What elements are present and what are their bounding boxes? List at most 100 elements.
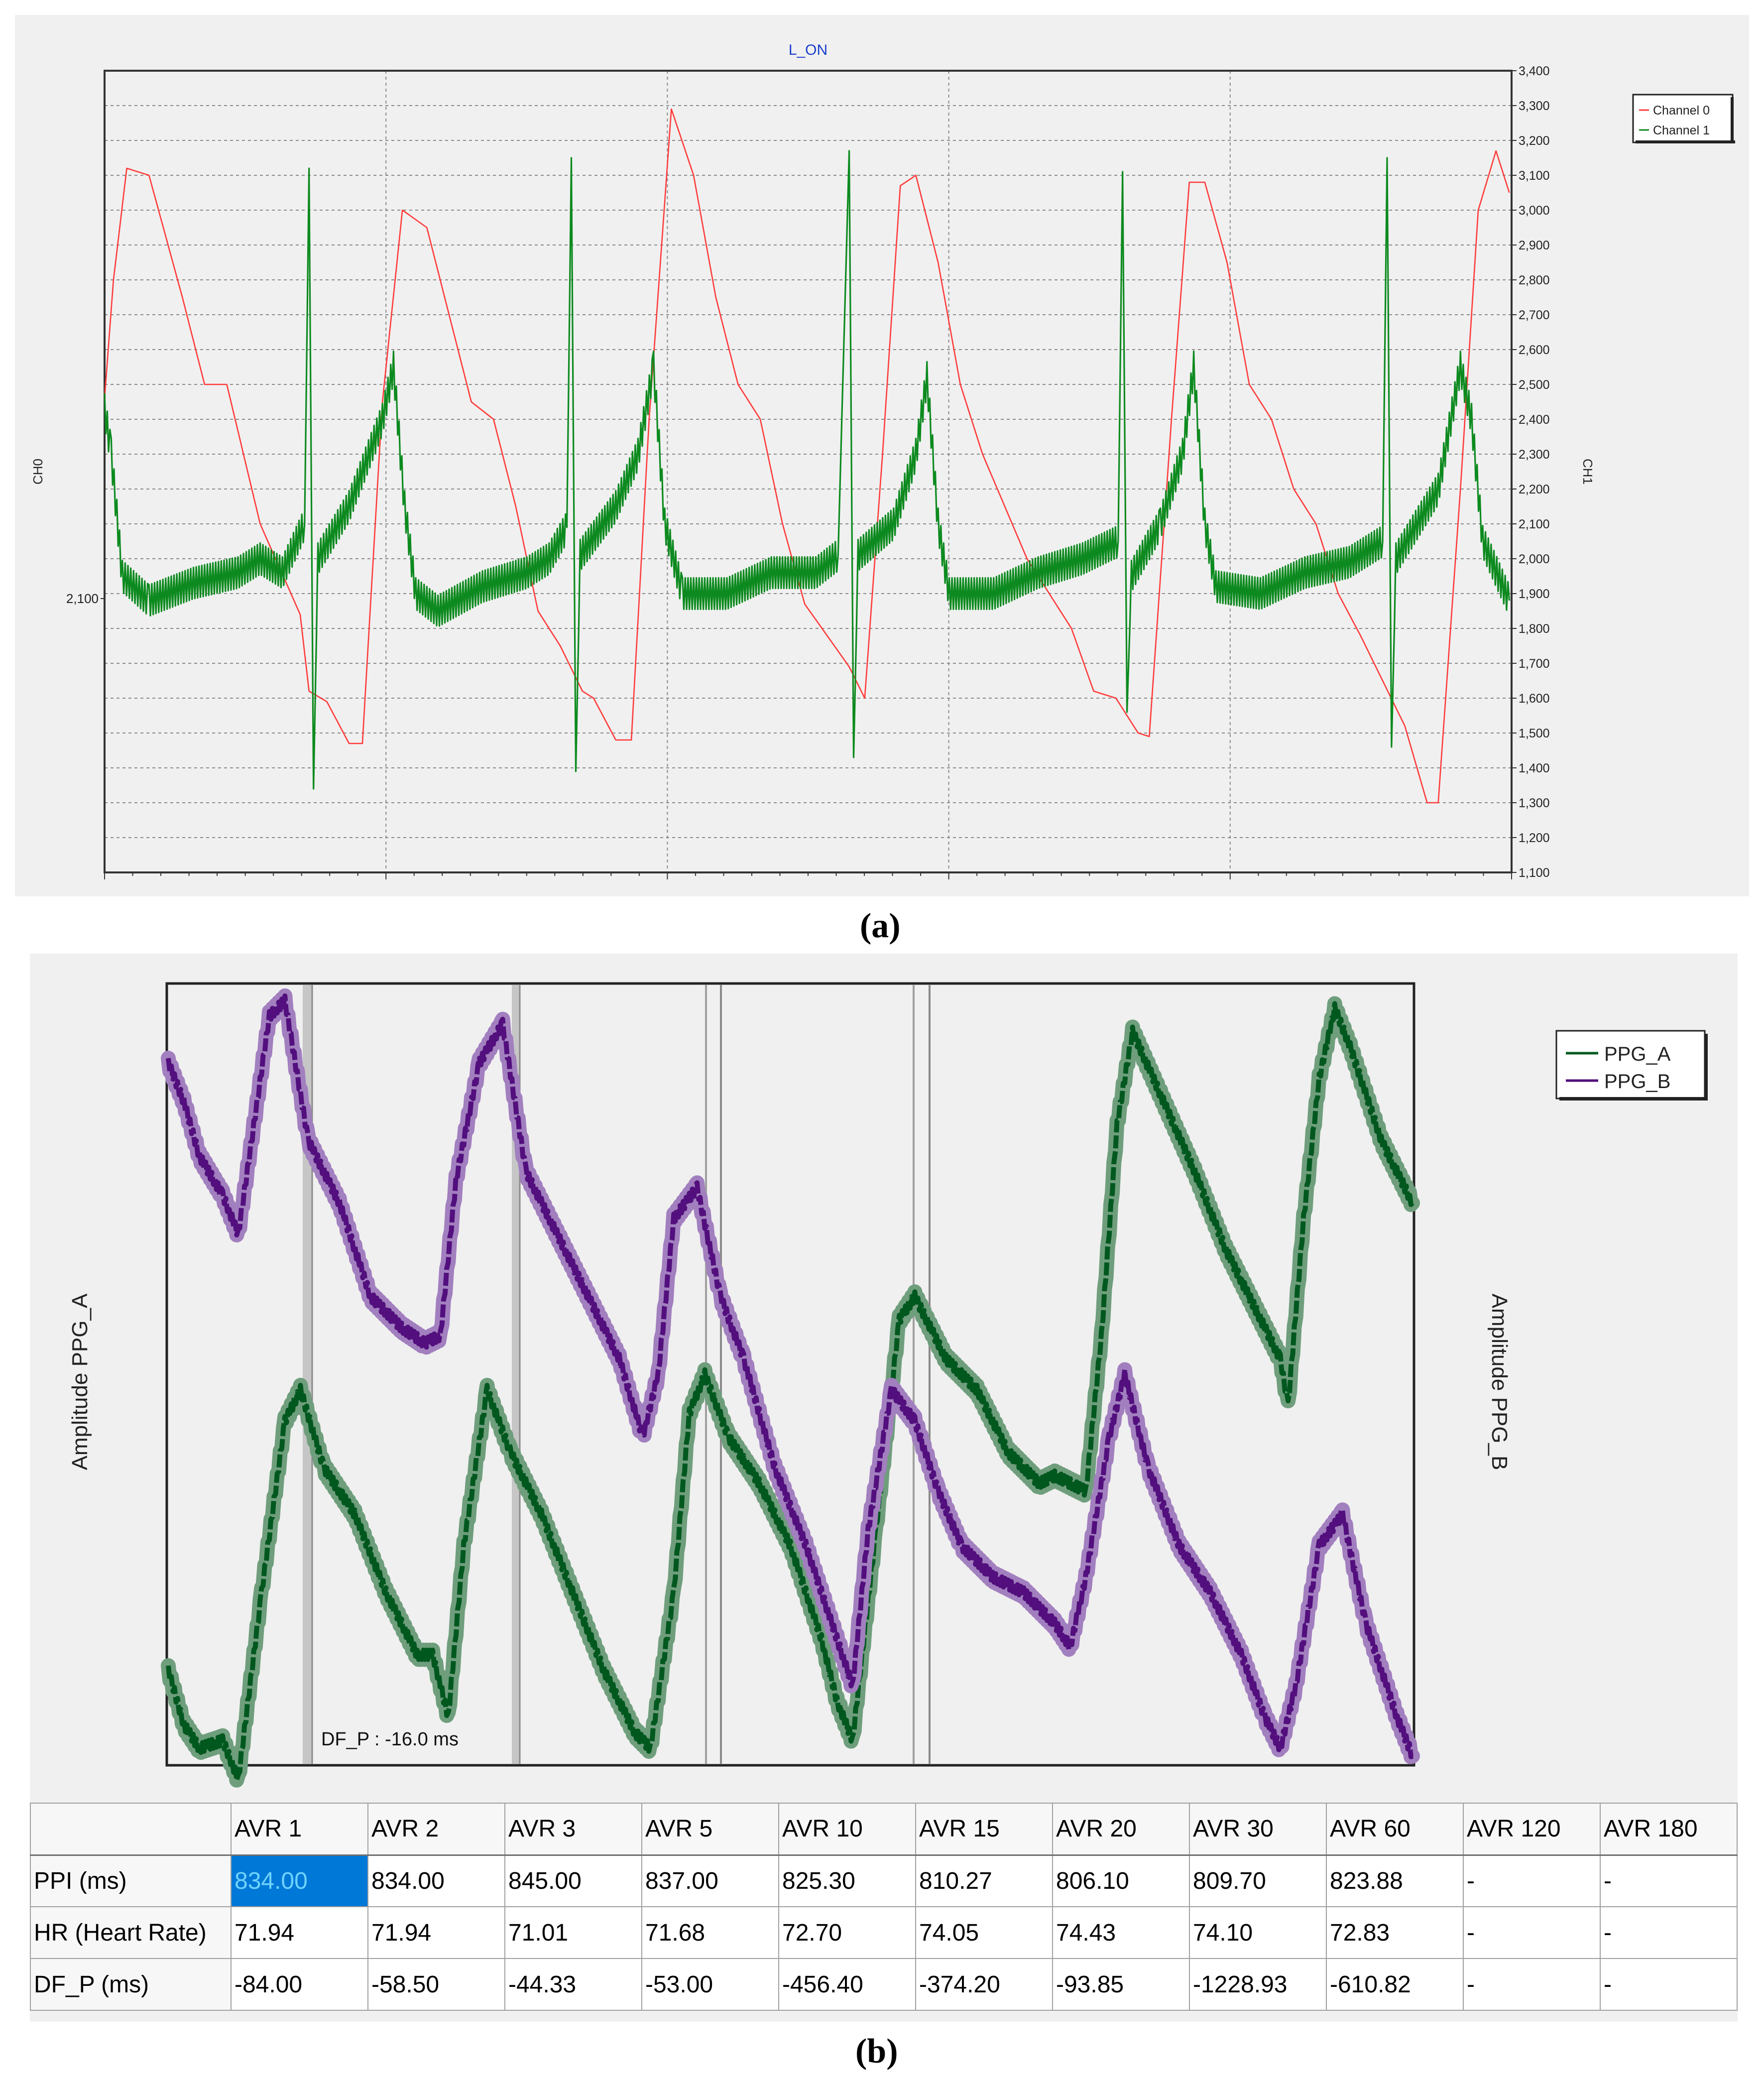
table-row: PPI (ms) 834.00 834.00 845.00 837.00 825… [30, 1854, 1738, 1907]
right-axis-ticks: 3,400 3,300 3,200 3,100 3,000 2,900 2,800 2,700… [101, 64, 1550, 880]
right-tick-label: 2,300 [1519, 448, 1550, 462]
table-cell[interactable]: -93.85 [1052, 1958, 1190, 2011]
table-cell[interactable]: -1228.93 [1189, 1958, 1327, 2011]
right-tick-label: 1,700 [1519, 657, 1550, 671]
right-tick-label: 1,600 [1519, 692, 1550, 706]
table-cell[interactable]: 71.94 [231, 1906, 368, 1959]
table-header-row: AVR 1 AVR 2 AVR 3 AVR 5 AVR 10 AVR 15 AV… [30, 1803, 1738, 1856]
table-cell[interactable]: 72.83 [1326, 1906, 1464, 1959]
right-tick-label: 1,200 [1519, 831, 1550, 845]
right-tick-label: 1,100 [1519, 866, 1550, 880]
series-line-channel-0 [104, 108, 1510, 804]
df-p-annotation: DF_P : -16.0 ms [321, 1729, 459, 1750]
right-tick-label: 1,800 [1519, 622, 1550, 636]
table-cell[interactable]: 837.00 [641, 1854, 779, 1907]
table-cell[interactable]: -44.33 [504, 1958, 642, 2011]
panel-a: L_ON 2,100 CH0 CH1 3,400 3,300 3,200 3,100 3… [15, 15, 1749, 896]
legend-shadow-side [1704, 1034, 1708, 1101]
legend-label-channel1: Channel 1 [1653, 123, 1710, 137]
right-tick-label: 1,400 [1519, 761, 1550, 775]
table-cell[interactable]: -610.82 [1326, 1958, 1464, 2011]
table-header-cell[interactable]: AVR 120 [1463, 1803, 1601, 1856]
table-header-cell[interactable]: AVR 180 [1600, 1803, 1738, 1856]
table-cell[interactable]: 72.70 [778, 1906, 916, 1959]
table-cell[interactable]: -456.40 [778, 1958, 916, 2011]
table-cell[interactable]: - [1600, 1958, 1738, 2011]
marker-band [303, 985, 312, 1764]
table-cell[interactable]: 71.94 [367, 1906, 505, 1959]
table-cell[interactable]: 825.30 [778, 1854, 916, 1907]
right-tick-label: 1,300 [1519, 796, 1550, 810]
table-header-cell[interactable]: AVR 3 [504, 1803, 642, 1856]
series-line-channel-1 [104, 150, 1511, 790]
legend: PPG_A PPG_B [1555, 1030, 1708, 1101]
table-header-cell[interactable]: AVR 30 [1189, 1803, 1327, 1856]
panel-b: DF_P : -16.0 ms Amplitude PPG_A Amplitud… [30, 954, 1738, 2022]
table-cell[interactable]: -53.00 [641, 1958, 779, 2011]
table-cell[interactable]: - [1463, 1958, 1601, 2011]
right-tick-label: 2,600 [1519, 343, 1550, 357]
series-line-ppg-b [166, 993, 1414, 1759]
ppg-chart: DF_P : -16.0 ms Amplitude PPG_A Amplitud… [68, 982, 1708, 1788]
right-axis-label: Amplitude PPG_B [1487, 1294, 1512, 1470]
legend-label-ppg-b: PPG_B [1604, 1071, 1670, 1093]
chart-title: L_ON [789, 42, 827, 58]
table-cell[interactable]: 806.10 [1052, 1854, 1190, 1907]
x-ticks [104, 872, 1512, 879]
table-header-cell[interactable]: AVR 2 [367, 1803, 505, 1856]
table-cell[interactable]: 71.01 [504, 1906, 642, 1959]
table-cell[interactable]: 823.88 [1326, 1854, 1464, 1907]
table-header-cell[interactable]: AVR 10 [778, 1803, 916, 1856]
table-cell[interactable]: 834.00 [367, 1854, 505, 1907]
caption-b: (b) [855, 2032, 898, 2071]
left-tick-label: 2,100 [66, 591, 99, 606]
table-header-cell[interactable]: AVR 15 [915, 1803, 1053, 1856]
legend-box [1555, 1030, 1706, 1100]
averages-table: AVR 1 AVR 2 AVR 3 AVR 5 AVR 10 AVR 15 AV… [30, 1803, 1738, 2011]
right-tick-label: 2,700 [1519, 308, 1550, 322]
plot-area-frame [104, 70, 1513, 873]
table-cell[interactable]: - [1600, 1854, 1738, 1907]
caption-a: (a) [860, 907, 901, 945]
right-tick-label: 2,200 [1519, 483, 1550, 496]
left-axis-label: CH0 [30, 459, 45, 485]
series-group [104, 108, 1511, 804]
right-tick-label: 3,200 [1519, 134, 1550, 148]
table-header-cell[interactable]: AVR 60 [1326, 1803, 1464, 1856]
table-header-cell[interactable]: AVR 20 [1052, 1803, 1190, 1856]
series-group [161, 988, 1420, 1788]
table-header-cell[interactable]: AVR 1 [231, 1803, 368, 1856]
left-axis-label: Amplitude PPG_A [68, 1293, 92, 1470]
right-tick-label: 3,400 [1519, 64, 1550, 78]
right-tick-label: 2,000 [1519, 552, 1550, 566]
table-row: HR (Heart Rate) 71.94 71.94 71.01 71.68 … [30, 1906, 1738, 1959]
table-header-cell[interactable]: AVR 5 [641, 1803, 779, 1856]
legend-label-channel0: Channel 0 [1653, 104, 1710, 118]
table-cell[interactable]: 71.68 [641, 1906, 779, 1959]
table-cell[interactable]: - [1600, 1906, 1738, 1959]
table-header-cell [30, 1803, 232, 1856]
row-label: PPI (ms) [30, 1854, 232, 1907]
table-cell[interactable]: 809.70 [1189, 1854, 1327, 1907]
right-tick-label: 2,800 [1519, 273, 1550, 287]
table-cell[interactable]: -84.00 [231, 1958, 368, 2011]
right-tick-label: 3,300 [1519, 99, 1550, 113]
right-tick-label: 3,000 [1519, 204, 1550, 218]
legend-shadow-side [1731, 97, 1734, 143]
table-cell-selected[interactable]: 834.00 [231, 1854, 368, 1907]
right-tick-label: 2,100 [1519, 517, 1550, 531]
table-cell[interactable]: 810.27 [915, 1854, 1053, 1907]
table-cell[interactable]: 74.10 [1189, 1906, 1327, 1959]
table-cell[interactable]: -58.50 [367, 1958, 505, 2011]
plot-area-frame [165, 982, 1415, 1767]
table-cell[interactable]: -374.20 [915, 1958, 1053, 2011]
table-row: DF_P (ms) -84.00 -58.50 -44.33 -53.00 -4… [30, 1958, 1738, 2011]
table-cell[interactable]: 845.00 [504, 1854, 642, 1907]
table-cell[interactable]: 74.05 [915, 1906, 1053, 1959]
table-cell[interactable]: - [1463, 1854, 1601, 1907]
series-line-ppg-a [166, 1001, 1414, 1783]
row-label: HR (Heart Rate) [30, 1906, 232, 1959]
table-cell[interactable]: 74.43 [1052, 1906, 1190, 1959]
chart-grid [104, 70, 1512, 873]
table-cell[interactable]: - [1463, 1906, 1601, 1959]
